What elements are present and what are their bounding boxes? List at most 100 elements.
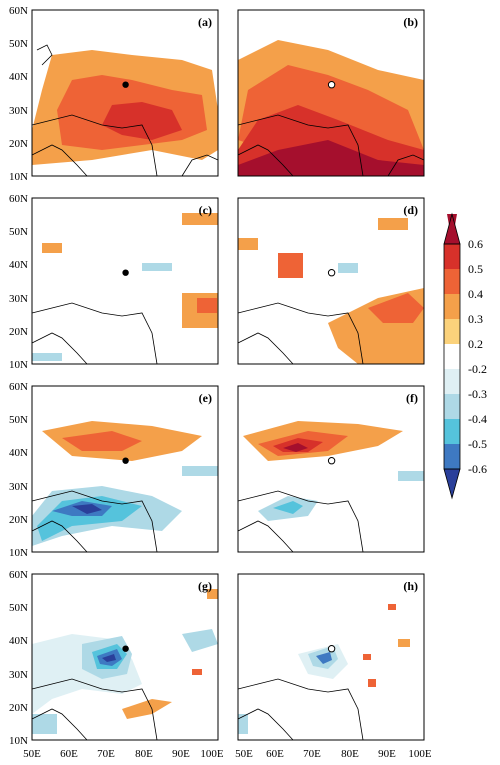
marker-icon xyxy=(122,269,129,276)
lat-tick: 40N xyxy=(9,259,28,271)
lat-tick: 10N xyxy=(9,547,28,559)
lat-tick: 20N xyxy=(9,138,28,150)
colorbar-swatch xyxy=(444,419,460,444)
colorbar-swatch xyxy=(444,269,460,294)
panel-c: (c) xyxy=(31,197,219,365)
colorbar-swatch xyxy=(444,244,460,269)
colorbar-tick: -0.5 xyxy=(468,437,487,451)
marker-icon xyxy=(122,457,129,464)
lat-tick: 20N xyxy=(9,702,28,714)
lat-axis-row2: 60N 50N 40N 30N 20N 10N xyxy=(9,193,28,371)
colorbar-tick: -0.4 xyxy=(468,412,487,426)
panel-b: (b) xyxy=(237,9,425,177)
lat-tick: 40N xyxy=(9,71,28,83)
colorbar-swatch xyxy=(444,394,460,419)
lon-tick: 60E xyxy=(266,748,284,760)
panel-a: (a) xyxy=(31,9,219,177)
lat-tick: 30N xyxy=(9,669,28,681)
lon-tick: 80E xyxy=(135,748,153,760)
marker-icon xyxy=(122,645,129,652)
colorbar-swatch xyxy=(444,344,460,369)
panel-label: (g) xyxy=(198,579,212,593)
lat-tick: 50N xyxy=(9,38,28,50)
panel-label: (h) xyxy=(403,579,418,593)
panel-label: (c) xyxy=(199,203,212,217)
lon-tick: 50E xyxy=(23,748,41,760)
shading-g xyxy=(32,589,218,734)
coastlines-g xyxy=(31,678,158,741)
lat-tick: 30N xyxy=(9,481,28,493)
lat-tick: 30N xyxy=(9,105,28,117)
shading-f xyxy=(243,421,424,521)
lat-axis-row1: 60N 50N 40N 30N 20N 10N xyxy=(9,5,28,183)
panel-d: (d) xyxy=(237,197,425,365)
colorbar: 0.6 0.5 0.4 0.3 0.2 -0.2 -0.3 -0.4 -0.5 … xyxy=(443,212,487,500)
colorbar-tick: -0.3 xyxy=(468,387,487,401)
panel-label: (a) xyxy=(198,15,212,29)
lat-tick: 30N xyxy=(9,293,28,305)
coastlines-e xyxy=(31,490,158,553)
lon-tick: 60E xyxy=(60,748,78,760)
lon-tick: 70E xyxy=(97,748,115,760)
panel-label: (b) xyxy=(403,15,418,29)
lat-tick: 10N xyxy=(9,171,28,183)
colorbar-bottom-cap xyxy=(444,469,460,498)
colorbar-tick: -0.2 xyxy=(468,362,487,376)
colorbar-swatch xyxy=(444,319,460,344)
coastlines-f xyxy=(237,490,364,553)
coastlines-h xyxy=(237,678,364,741)
lon-tick: 100E xyxy=(408,748,432,760)
shading-e xyxy=(32,421,218,546)
colorbar-tick: 0.2 xyxy=(468,337,483,351)
coastlines-a xyxy=(31,44,219,177)
panel-f: (f) xyxy=(237,385,425,553)
colorbar-swatch xyxy=(444,444,460,469)
marker-icon xyxy=(327,269,336,277)
coastlines-b xyxy=(237,114,425,177)
colorbar-tick: 0.6 xyxy=(468,237,483,251)
marker-icon xyxy=(327,457,336,465)
lon-tick: 80E xyxy=(341,748,359,760)
lon-tick: 50E xyxy=(235,748,253,760)
marker-icon xyxy=(122,81,129,88)
panel-label: (d) xyxy=(403,203,418,217)
panel-e: (e) xyxy=(31,385,219,553)
lat-tick: 10N xyxy=(9,735,28,747)
lat-tick: 50N xyxy=(9,226,28,238)
lat-tick: 60N xyxy=(9,193,28,205)
lat-tick: 10N xyxy=(9,359,28,371)
colorbar-tick: 0.3 xyxy=(468,312,483,326)
lat-tick: 20N xyxy=(9,514,28,526)
colorbar-tick: 0.5 xyxy=(468,262,483,276)
coastlines-d xyxy=(237,302,364,365)
marker-icon xyxy=(327,645,336,653)
lat-tick: 60N xyxy=(9,381,28,393)
lat-tick: 40N xyxy=(9,447,28,459)
lat-tick: 20N xyxy=(9,326,28,338)
lat-tick: 60N xyxy=(9,5,28,17)
lon-axis-right: 50E 60E 70E 80E 90E 100E xyxy=(235,748,432,760)
marker-icon xyxy=(327,81,336,89)
colorbar-swatch xyxy=(444,294,460,319)
lat-axis-row4: 60N 50N 40N 30N 20N 10N xyxy=(9,569,28,747)
colorbar-swatch xyxy=(444,369,460,394)
panel-label: (f) xyxy=(406,391,418,405)
lat-tick: 50N xyxy=(9,602,28,614)
lat-tick: 50N xyxy=(9,414,28,426)
lon-tick: 100E xyxy=(200,748,224,760)
lat-tick: 60N xyxy=(9,569,28,581)
panel-label: (e) xyxy=(199,391,212,405)
lon-axis-left: 50E 60E 70E 80E 90E 100E xyxy=(23,748,224,760)
lon-tick: 90E xyxy=(378,748,396,760)
lon-tick: 90E xyxy=(172,748,190,760)
colorbar-tick: 0.4 xyxy=(468,287,483,301)
panel-g: (g) xyxy=(31,573,219,741)
colorbar-tick: -0.6 xyxy=(468,462,487,476)
colorbar-top-cap xyxy=(444,214,460,244)
panel-h: (h) xyxy=(237,573,425,741)
lat-tick: 40N xyxy=(9,635,28,647)
lon-tick: 70E xyxy=(303,748,321,760)
lat-axis-row3: 60N 50N 40N 30N 20N 10N xyxy=(9,381,28,559)
coastlines-c xyxy=(31,302,158,365)
